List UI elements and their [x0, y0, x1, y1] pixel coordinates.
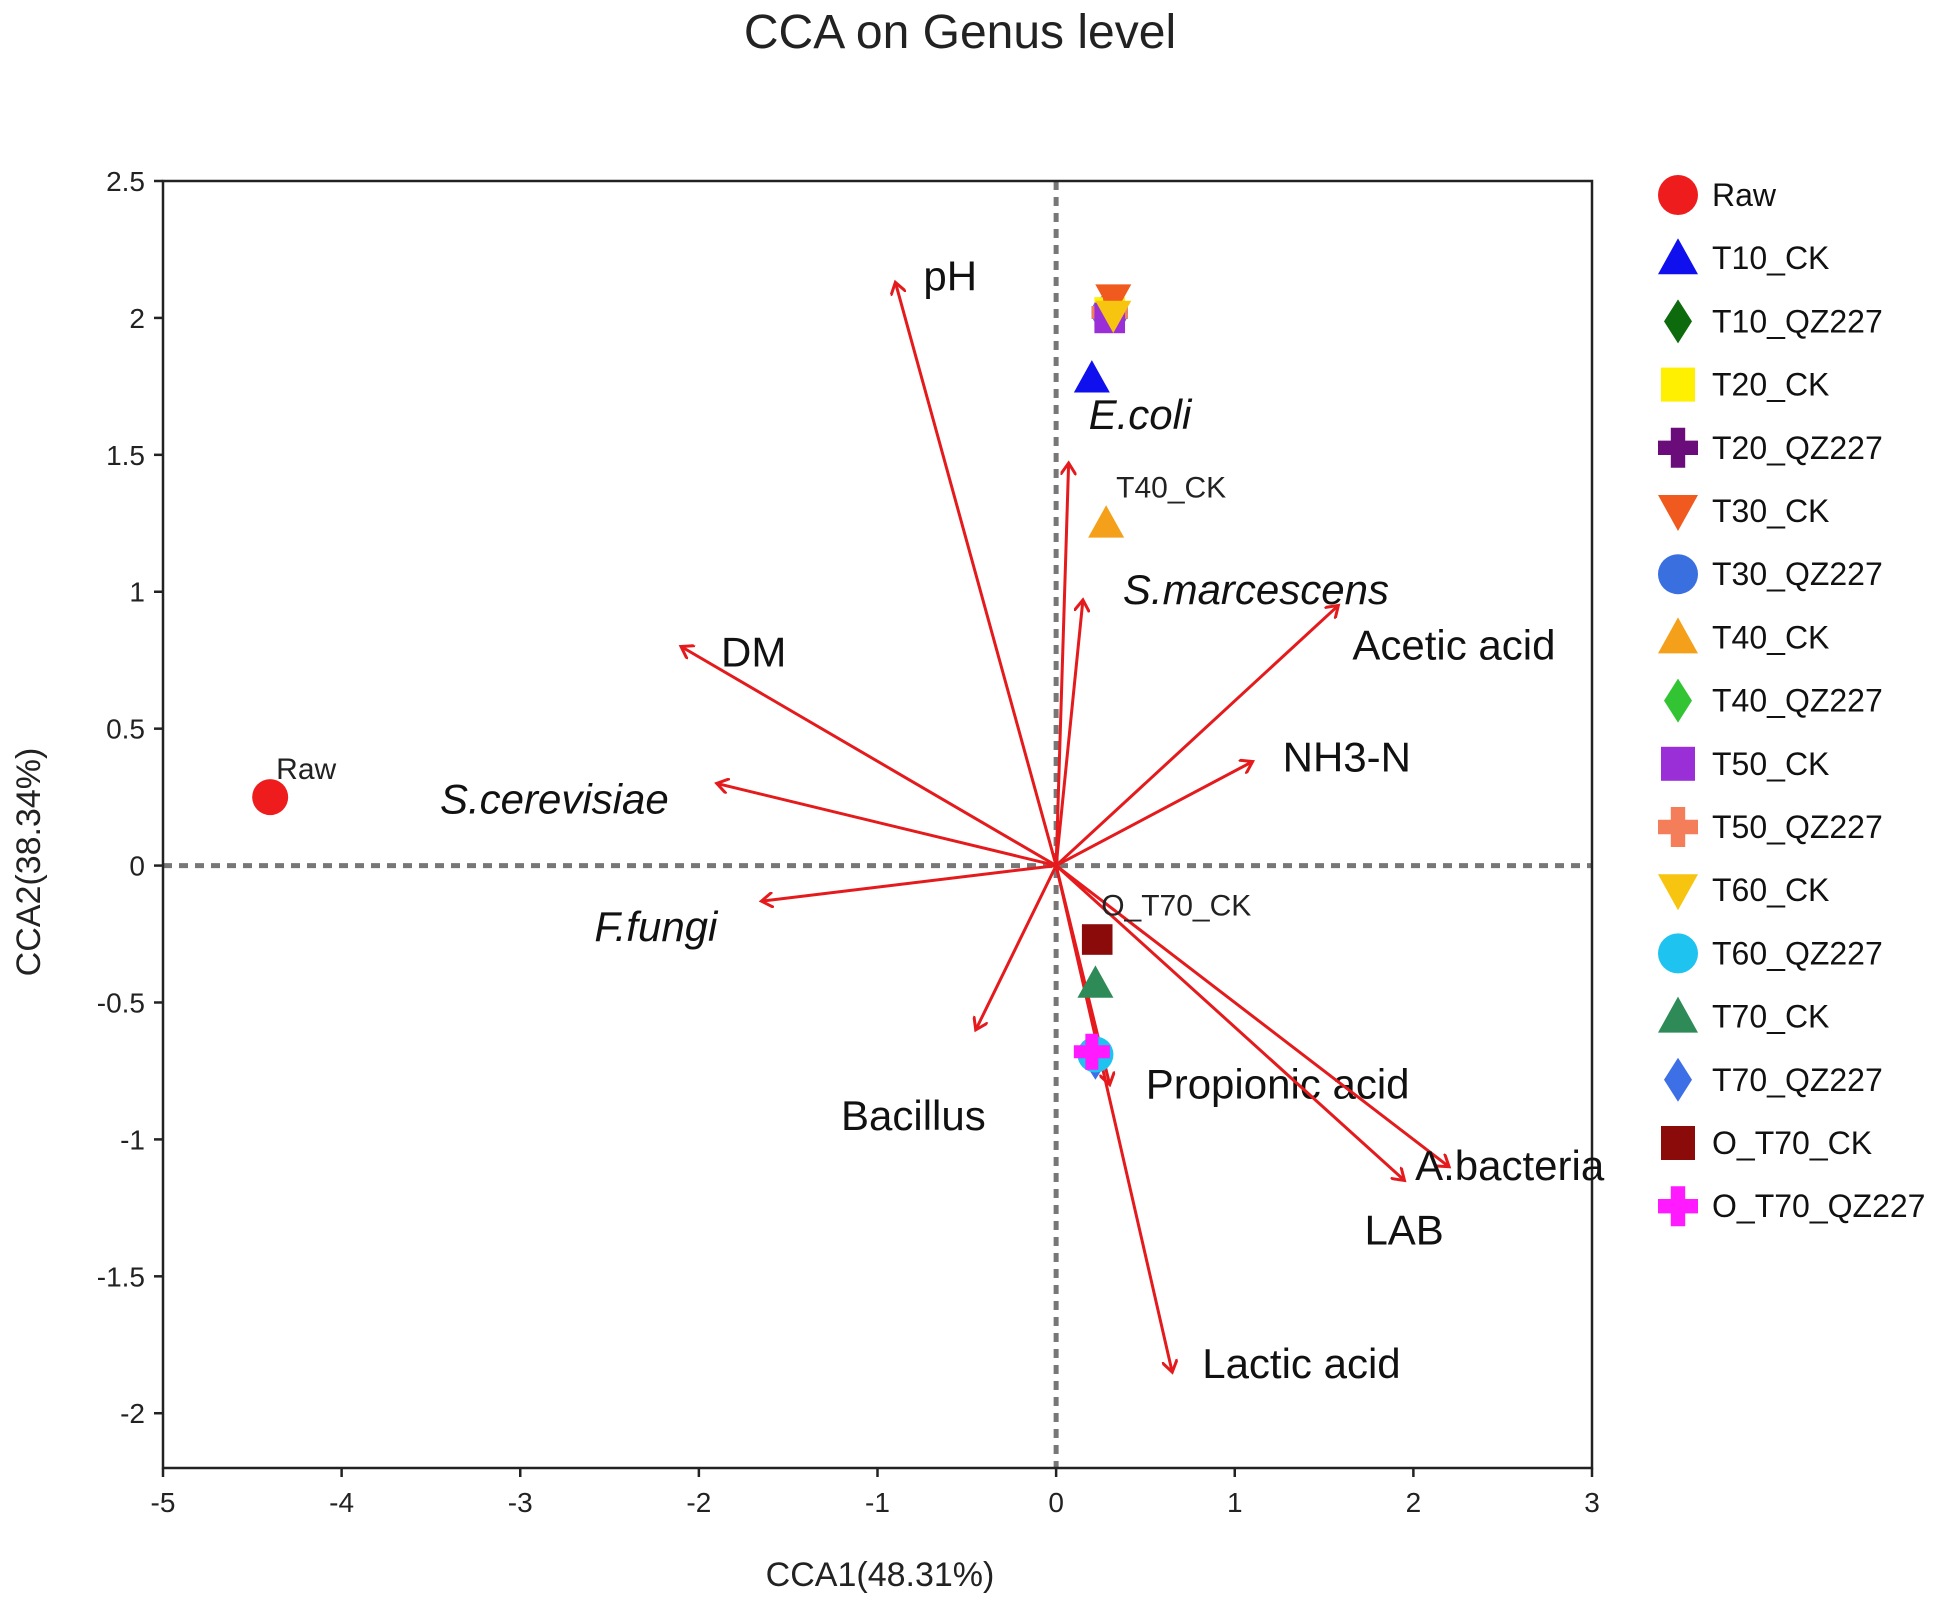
vector-arrow-f-fungi — [761, 864, 1057, 902]
y-tick-label: -2 — [120, 1398, 145, 1429]
legend-marker-t70-qz227 — [1664, 1057, 1692, 1102]
legend-label-t70-ck: T70_CK — [1712, 999, 1829, 1035]
y-tick-label: 2 — [129, 303, 145, 334]
legend-marker-o-t70-ck — [1661, 1126, 1695, 1160]
legend-marker-t50-qz227 — [1658, 807, 1698, 847]
vector-arrow-lab — [1055, 864, 1404, 1181]
legend-label-t30-qz227: T30_QZ227 — [1712, 556, 1883, 592]
legend-marker-t60-ck — [1658, 874, 1698, 911]
y-tick-label: 1.5 — [106, 440, 145, 471]
vector-label-dm: DM — [721, 629, 786, 676]
legend-label-t40-ck: T40_CK — [1712, 619, 1829, 655]
legend-marker-t10-qz227 — [1664, 299, 1692, 344]
y-axis-title: CCA2(38.34%) — [10, 748, 48, 977]
legend-marker-o-t70-qz227 — [1658, 1186, 1698, 1227]
x-tick-label: -2 — [686, 1487, 711, 1518]
point-label-o-t70-ck: O_T70_CK — [1101, 890, 1251, 923]
legend-label-o-t70-ck: O_T70_CK — [1712, 1125, 1872, 1161]
vector-label-nh3-n: NH3-N — [1283, 734, 1411, 781]
legend-marker-t40-qz227 — [1664, 678, 1692, 723]
vector-arrow-lactic-acid — [1054, 865, 1172, 1373]
legend-label-o-t70-qz227: O_T70_QZ227 — [1712, 1188, 1925, 1224]
vector-arrow-acetic-acid — [1055, 605, 1338, 867]
legend-label-t60-qz227: T60_QZ227 — [1712, 935, 1883, 971]
vector-label-bacillus: Bacillus — [841, 1092, 986, 1139]
y-tick-label: 0.5 — [106, 714, 145, 745]
vector-label-s-marcescens: S.marcescens — [1123, 566, 1389, 613]
legend-marker-t50-ck — [1661, 746, 1695, 781]
y-tick-label: 0 — [129, 851, 145, 882]
legend-marker-t20-qz227 — [1658, 427, 1698, 468]
point-o-t70-qz227 — [1073, 1033, 1110, 1070]
vector-arrow-nh3-n — [1055, 762, 1252, 867]
vector-label-s-cerevisiae: S.cerevisiae — [440, 775, 669, 822]
plot-frame — [161, 179, 1594, 1470]
legend-marker-t20-ck — [1661, 367, 1695, 402]
point-t60-ck — [1095, 300, 1132, 334]
point-t10-ck — [1073, 360, 1110, 393]
vector-label-ph: pH — [923, 252, 977, 299]
point-t30-ck — [1095, 284, 1132, 317]
point-o-t70-ck — [1081, 924, 1113, 955]
chart-title: CCA on Genus level — [744, 6, 1176, 59]
vector-label-propionic-acid: Propionic acid — [1146, 1061, 1410, 1108]
point-t40-ck — [1088, 505, 1125, 538]
vector-arrow-a-bacteria — [1055, 864, 1449, 1167]
legend-label-t40-qz227: T40_QZ227 — [1712, 683, 1883, 719]
legend-marker-t40-ck — [1658, 617, 1698, 654]
legend-label-t70-qz227: T70_QZ227 — [1712, 1062, 1883, 1098]
legend-label-raw: Raw — [1712, 177, 1777, 213]
point-label-t40-ck: T40_CK — [1116, 471, 1226, 504]
point-t70-ck — [1077, 965, 1114, 998]
legend-label-t60-ck: T60_CK — [1712, 872, 1829, 908]
legend-label-t20-qz227: T20_QZ227 — [1712, 430, 1883, 466]
legend-label-t10-ck: T10_CK — [1712, 240, 1829, 276]
x-axis-title: CCA1(48.31%) — [766, 1556, 995, 1594]
vector-label-acetic-acid: Acetic acid — [1352, 621, 1555, 668]
legend-marker-raw — [1658, 175, 1698, 215]
vector-label-a-bacteria: A.bacteria — [1415, 1142, 1605, 1189]
legend-marker-t30-qz227 — [1658, 554, 1698, 595]
legend-marker-t10-ck — [1658, 238, 1698, 275]
point-raw — [252, 779, 289, 816]
vector-arrow-e-coli — [1054, 463, 1069, 866]
vector-arrow-bacillus — [976, 864, 1058, 1030]
point-label-raw: Raw — [276, 753, 336, 786]
x-tick-label: -1 — [865, 1487, 890, 1518]
x-tick-label: 0 — [1048, 1487, 1064, 1518]
y-tick-label: -1.5 — [97, 1261, 145, 1292]
y-tick-label: -1 — [120, 1124, 145, 1155]
vector-arrow-s-cerevisiae — [717, 783, 1057, 868]
vector-label-e-coli: E.coli — [1089, 391, 1193, 438]
vector-arrow-s-marcescens — [1054, 600, 1083, 866]
y-tick-label: 1 — [129, 577, 145, 608]
vector-arrow-ph — [895, 282, 1058, 866]
legend-label-t10-qz227: T10_QZ227 — [1712, 303, 1883, 339]
legend-label-t30-ck: T30_CK — [1712, 493, 1829, 529]
x-tick-label: 1 — [1227, 1487, 1243, 1518]
vector-label-f-fungi: F.fungi — [594, 903, 719, 950]
x-tick-label: -5 — [151, 1487, 176, 1518]
x-tick-label: 2 — [1406, 1487, 1422, 1518]
legend-label-t20-ck: T20_CK — [1712, 367, 1829, 403]
y-tick-label: 2.5 — [106, 166, 145, 197]
vector-arrow-dm — [681, 647, 1057, 867]
vector-label-lab: LAB — [1364, 1206, 1443, 1253]
legend-marker-t70-ck — [1658, 996, 1698, 1033]
legend-marker-t30-ck — [1658, 495, 1698, 531]
x-tick-label: 3 — [1584, 1487, 1600, 1518]
vector-label-lactic-acid: Lactic acid — [1202, 1340, 1400, 1387]
legend-label-t50-ck: T50_CK — [1712, 746, 1829, 782]
legend-marker-t60-qz227 — [1658, 933, 1698, 974]
legend-label-t50-qz227: T50_QZ227 — [1712, 809, 1883, 845]
x-tick-label: -4 — [329, 1487, 354, 1518]
x-tick-label: -3 — [508, 1487, 533, 1518]
y-tick-label: -0.5 — [97, 987, 145, 1018]
